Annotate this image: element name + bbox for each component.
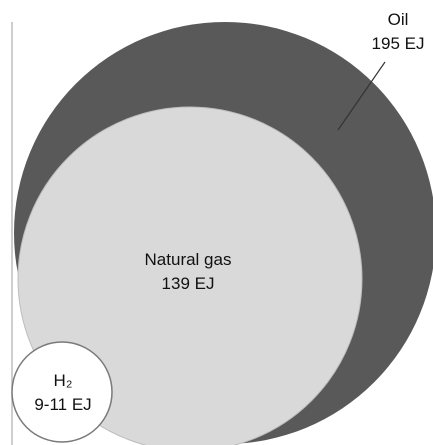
h2-value: 9-11 EJ — [34, 395, 91, 414]
natural-gas-value: 139 EJ — [162, 274, 215, 293]
bubble-natural-gas — [17, 106, 363, 445]
bubble-h2 — [11, 341, 113, 443]
h2-label: H₂ — [54, 371, 73, 390]
oil-label: Oil — [388, 10, 409, 29]
oil-value: 195 EJ — [372, 34, 425, 53]
natural-gas-label: Natural gas — [145, 250, 232, 269]
oil-leader-line — [337, 61, 386, 131]
